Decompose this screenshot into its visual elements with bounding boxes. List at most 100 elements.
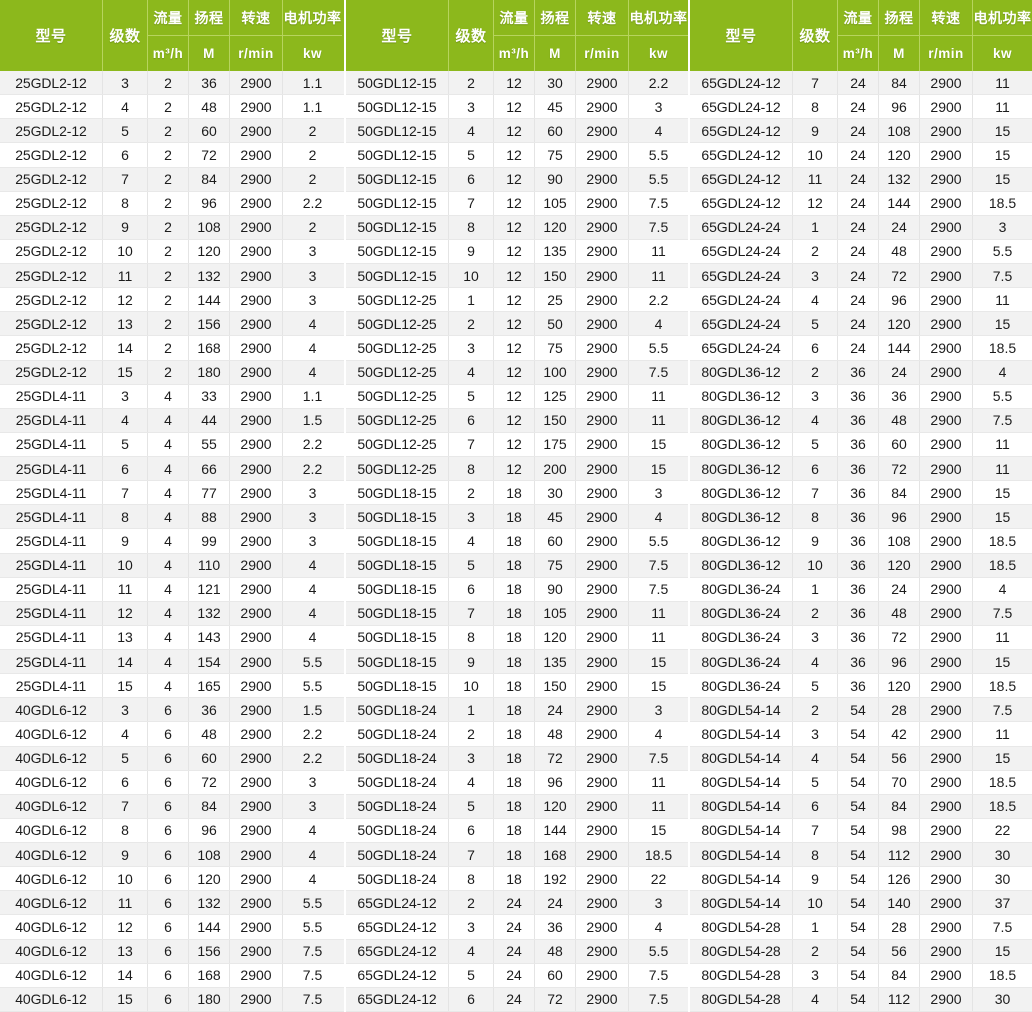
table-row[interactable]: 50GDL18-15 8 18 120 2900 11 <box>346 625 688 650</box>
table-row[interactable]: 80GDL54-14 8 54 112 2900 30 <box>690 843 1032 868</box>
table-row[interactable]: 80GDL54-28 2 54 56 2900 15 <box>690 939 1032 964</box>
table-row[interactable]: 80GDL36-12 10 36 120 2900 18.5 <box>690 553 1032 578</box>
table-row[interactable]: 50GDL12-25 4 12 100 2900 7.5 <box>346 360 688 385</box>
table-row[interactable]: 65GDL24-12 3 24 36 2900 4 <box>346 915 688 940</box>
table-row[interactable]: 25GDL4-11 14 4 154 2900 5.5 <box>0 650 344 675</box>
table-row[interactable]: 50GDL18-24 4 18 96 2900 11 <box>346 770 688 795</box>
table-row[interactable]: 25GDL4-11 15 4 165 2900 5.5 <box>0 674 344 699</box>
table-row[interactable]: 65GDL24-12 6 24 72 2900 7.5 <box>346 987 688 1012</box>
table-row[interactable]: 25GDL4-11 13 4 143 2900 4 <box>0 625 344 650</box>
table-row[interactable]: 25GDL4-11 11 4 121 2900 4 <box>0 577 344 602</box>
table-row[interactable]: 25GDL2-12 3 2 36 2900 1.1 <box>0 71 344 96</box>
table-row[interactable]: 80GDL36-12 2 36 24 2900 4 <box>690 360 1032 385</box>
table-row[interactable]: 80GDL36-24 5 36 120 2900 18.5 <box>690 674 1032 699</box>
table-row[interactable]: 40GDL6-12 12 6 144 2900 5.5 <box>0 915 344 940</box>
table-row[interactable]: 50GDL18-24 5 18 120 2900 11 <box>346 794 688 819</box>
table-row[interactable]: 40GDL6-12 15 6 180 2900 7.5 <box>0 987 344 1012</box>
table-row[interactable]: 40GDL6-12 10 6 120 2900 4 <box>0 867 344 892</box>
table-row[interactable]: 25GDL4-11 7 4 77 2900 3 <box>0 481 344 506</box>
table-row[interactable]: 80GDL54-14 7 54 98 2900 22 <box>690 818 1032 843</box>
table-row[interactable]: 25GDL2-12 4 2 48 2900 1.1 <box>0 95 344 120</box>
table-row[interactable]: 25GDL2-12 9 2 108 2900 2 <box>0 215 344 240</box>
table-row[interactable]: 65GDL24-12 11 24 132 2900 15 <box>690 167 1032 192</box>
table-row[interactable]: 80GDL36-12 9 36 108 2900 18.5 <box>690 529 1032 554</box>
table-row[interactable]: 65GDL24-24 6 24 144 2900 18.5 <box>690 336 1032 361</box>
table-row[interactable]: 65GDL24-24 5 24 120 2900 15 <box>690 312 1032 337</box>
table-row[interactable]: 40GDL6-12 6 6 72 2900 3 <box>0 770 344 795</box>
table-row[interactable]: 50GDL12-15 9 12 135 2900 11 <box>346 239 688 264</box>
table-row[interactable]: 40GDL6-12 14 6 168 2900 7.5 <box>0 963 344 988</box>
table-row[interactable]: 25GDL2-12 10 2 120 2900 3 <box>0 239 344 264</box>
table-row[interactable]: 50GDL18-15 9 18 135 2900 15 <box>346 650 688 675</box>
table-row[interactable]: 50GDL12-25 3 12 75 2900 5.5 <box>346 336 688 361</box>
table-row[interactable]: 50GDL12-25 6 12 150 2900 11 <box>346 408 688 433</box>
table-row[interactable]: 25GDL4-11 3 4 33 2900 1.1 <box>0 384 344 409</box>
table-row[interactable]: 25GDL2-12 15 2 180 2900 4 <box>0 360 344 385</box>
table-row[interactable]: 80GDL36-24 3 36 72 2900 11 <box>690 625 1032 650</box>
table-row[interactable]: 65GDL24-12 2 24 24 2900 3 <box>346 891 688 916</box>
table-row[interactable]: 40GDL6-12 11 6 132 2900 5.5 <box>0 891 344 916</box>
table-row[interactable]: 65GDL24-24 3 24 72 2900 7.5 <box>690 264 1032 289</box>
table-row[interactable]: 50GDL18-24 8 18 192 2900 22 <box>346 867 688 892</box>
table-row[interactable]: 80GDL54-14 5 54 70 2900 18.5 <box>690 770 1032 795</box>
table-row[interactable]: 80GDL36-24 4 36 96 2900 15 <box>690 650 1032 675</box>
table-row[interactable]: 50GDL18-24 7 18 168 2900 18.5 <box>346 843 688 868</box>
table-row[interactable]: 65GDL24-12 4 24 48 2900 5.5 <box>346 939 688 964</box>
table-row[interactable]: 50GDL12-15 10 12 150 2900 11 <box>346 264 688 289</box>
table-row[interactable]: 80GDL36-12 3 36 36 2900 5.5 <box>690 384 1032 409</box>
table-row[interactable]: 25GDL4-11 12 4 132 2900 4 <box>0 601 344 626</box>
table-row[interactable]: 25GDL2-12 12 2 144 2900 3 <box>0 288 344 313</box>
table-row[interactable]: 25GDL4-11 5 4 55 2900 2.2 <box>0 432 344 457</box>
table-row[interactable]: 50GDL12-15 2 12 30 2900 2.2 <box>346 71 688 96</box>
table-row[interactable]: 50GDL18-15 5 18 75 2900 7.5 <box>346 553 688 578</box>
table-row[interactable]: 50GDL18-15 7 18 105 2900 11 <box>346 601 688 626</box>
table-row[interactable]: 40GDL6-12 3 6 36 2900 1.5 <box>0 698 344 723</box>
table-row[interactable]: 50GDL18-15 3 18 45 2900 4 <box>346 505 688 530</box>
table-row[interactable]: 50GDL12-25 5 12 125 2900 11 <box>346 384 688 409</box>
table-row[interactable]: 40GDL6-12 8 6 96 2900 4 <box>0 818 344 843</box>
table-row[interactable]: 50GDL12-15 3 12 45 2900 3 <box>346 95 688 120</box>
table-row[interactable]: 50GDL18-15 10 18 150 2900 15 <box>346 674 688 699</box>
table-row[interactable]: 40GDL6-12 7 6 84 2900 3 <box>0 794 344 819</box>
table-row[interactable]: 80GDL54-28 3 54 84 2900 18.5 <box>690 963 1032 988</box>
table-row[interactable]: 65GDL24-12 8 24 96 2900 11 <box>690 95 1032 120</box>
table-row[interactable]: 65GDL24-12 10 24 120 2900 15 <box>690 143 1032 168</box>
table-row[interactable]: 80GDL36-12 5 36 60 2900 11 <box>690 432 1032 457</box>
table-row[interactable]: 80GDL54-14 3 54 42 2900 11 <box>690 722 1032 747</box>
table-row[interactable]: 50GDL12-15 4 12 60 2900 4 <box>346 119 688 144</box>
table-row[interactable]: 80GDL54-14 10 54 140 2900 37 <box>690 891 1032 916</box>
table-row[interactable]: 80GDL54-14 2 54 28 2900 7.5 <box>690 698 1032 723</box>
table-row[interactable]: 65GDL24-12 7 24 84 2900 11 <box>690 71 1032 96</box>
table-row[interactable]: 25GDL4-11 8 4 88 2900 3 <box>0 505 344 530</box>
table-row[interactable]: 50GDL18-24 2 18 48 2900 4 <box>346 722 688 747</box>
table-row[interactable]: 50GDL12-15 5 12 75 2900 5.5 <box>346 143 688 168</box>
table-row[interactable]: 65GDL24-24 4 24 96 2900 11 <box>690 288 1032 313</box>
table-row[interactable]: 80GDL36-24 1 36 24 2900 4 <box>690 577 1032 602</box>
table-row[interactable]: 25GDL2-12 7 2 84 2900 2 <box>0 167 344 192</box>
table-row[interactable]: 50GDL12-25 1 12 25 2900 2.2 <box>346 288 688 313</box>
table-row[interactable]: 25GDL4-11 10 4 110 2900 4 <box>0 553 344 578</box>
table-row[interactable]: 50GDL18-15 2 18 30 2900 3 <box>346 481 688 506</box>
table-row[interactable]: 50GDL12-25 2 12 50 2900 4 <box>346 312 688 337</box>
table-row[interactable]: 50GDL18-24 3 18 72 2900 7.5 <box>346 746 688 771</box>
table-row[interactable]: 25GDL4-11 4 4 44 2900 1.5 <box>0 408 344 433</box>
table-row[interactable]: 40GDL6-12 13 6 156 2900 7.5 <box>0 939 344 964</box>
table-row[interactable]: 65GDL24-12 5 24 60 2900 7.5 <box>346 963 688 988</box>
table-row[interactable]: 50GDL18-24 6 18 144 2900 15 <box>346 818 688 843</box>
table-row[interactable]: 50GDL12-25 8 12 200 2900 15 <box>346 457 688 482</box>
table-row[interactable]: 40GDL6-12 4 6 48 2900 2.2 <box>0 722 344 747</box>
table-row[interactable]: 80GDL54-14 4 54 56 2900 15 <box>690 746 1032 771</box>
table-row[interactable]: 25GDL2-12 11 2 132 2900 3 <box>0 264 344 289</box>
table-row[interactable]: 80GDL54-14 9 54 126 2900 30 <box>690 867 1032 892</box>
table-row[interactable]: 80GDL36-12 7 36 84 2900 15 <box>690 481 1032 506</box>
table-row[interactable]: 80GDL36-12 6 36 72 2900 11 <box>690 457 1032 482</box>
table-row[interactable]: 40GDL6-12 5 6 60 2900 2.2 <box>0 746 344 771</box>
table-row[interactable]: 80GDL54-28 1 54 28 2900 7.5 <box>690 915 1032 940</box>
table-row[interactable]: 50GDL12-25 7 12 175 2900 15 <box>346 432 688 457</box>
table-row[interactable]: 25GDL2-12 8 2 96 2900 2.2 <box>0 191 344 216</box>
table-row[interactable]: 25GDL4-11 6 4 66 2900 2.2 <box>0 457 344 482</box>
table-row[interactable]: 50GDL12-15 6 12 90 2900 5.5 <box>346 167 688 192</box>
table-row[interactable]: 80GDL36-12 8 36 96 2900 15 <box>690 505 1032 530</box>
table-row[interactable]: 25GDL4-11 9 4 99 2900 3 <box>0 529 344 554</box>
table-row[interactable]: 50GDL18-24 1 18 24 2900 3 <box>346 698 688 723</box>
